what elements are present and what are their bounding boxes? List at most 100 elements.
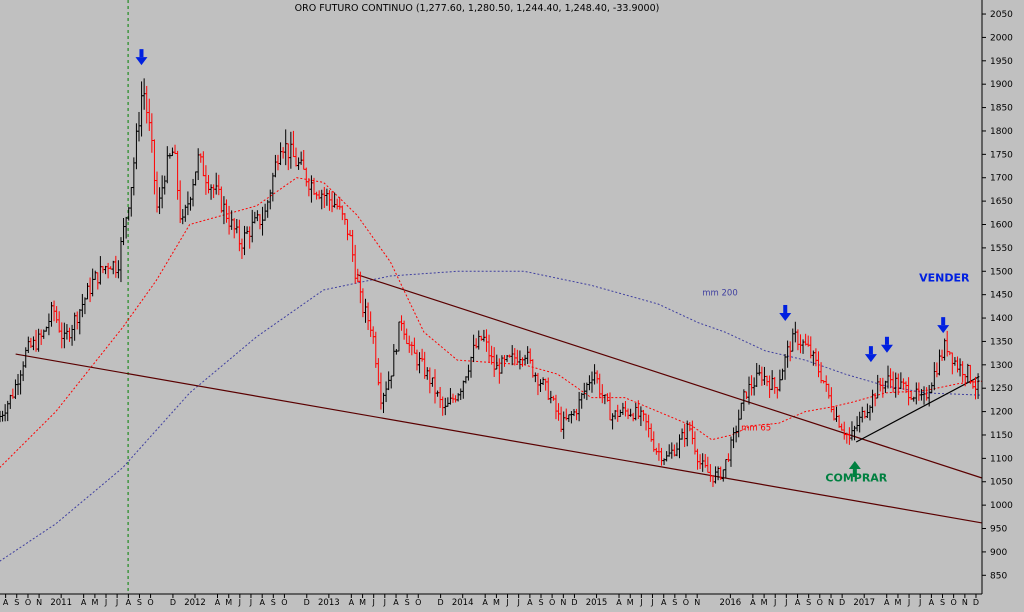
y-tick-label: 1300 — [990, 361, 1013, 371]
x-tick-label: 2013 — [318, 598, 340, 608]
down-arrow-icon — [880, 336, 893, 353]
y-tick-label: 1900 — [990, 80, 1013, 90]
x-tick-label: D — [973, 598, 979, 607]
arrow-shaft — [783, 304, 788, 313]
x-tick-label: A — [884, 598, 890, 607]
x-tick-label: S — [538, 598, 543, 607]
trendline — [855, 375, 980, 443]
x-tick-label: S — [940, 598, 945, 607]
x-tick-label: 2014 — [452, 598, 474, 608]
x-tick-label: N — [962, 598, 968, 607]
chart-title: ORO FUTURO CONTINUO (1,277.60, 1,280.50,… — [295, 3, 660, 14]
x-tick-label: A — [215, 598, 221, 607]
y-tick-label: 1350 — [990, 337, 1013, 347]
x-tick-label: D — [438, 598, 444, 607]
y-tick-label: 1700 — [990, 174, 1013, 184]
x-tick-label: M — [91, 598, 98, 607]
buy-label: COMPRAR — [825, 472, 887, 485]
x-tick-label: A — [349, 598, 355, 607]
x-tick-label: N — [560, 598, 566, 607]
arrow-head — [880, 344, 893, 353]
y-tick-label: 1550 — [990, 244, 1013, 254]
y-tick-label: 2050 — [990, 10, 1013, 20]
x-tick-label: 2011 — [50, 598, 72, 608]
y-tick-label: 1100 — [990, 454, 1013, 464]
x-tick-label: A — [393, 598, 399, 607]
x-tick-label: A — [3, 598, 9, 607]
x-tick-label: A — [527, 598, 533, 607]
y-tick-label: 1400 — [990, 314, 1013, 324]
x-tick-label: M — [359, 598, 366, 607]
x-tick-label: 2016 — [720, 598, 742, 608]
arrow-shaft — [139, 49, 144, 58]
x-tick-label: S — [405, 598, 410, 607]
x-tick-label: A — [81, 598, 87, 607]
x-tick-label: J — [639, 598, 642, 607]
x-tick-label: 2017 — [853, 598, 875, 608]
x-tick-label: J — [505, 598, 508, 607]
mm65-label: mm 65 — [741, 423, 771, 433]
arrow-head — [937, 325, 950, 334]
indicator-layer — [0, 177, 983, 562]
x-tick-label: A — [482, 598, 488, 607]
mm200-label: mm 200 — [702, 289, 738, 299]
x-tick-label: M — [627, 598, 634, 607]
annotation-layer: VENDER COMPRAR mm 65 mm 200 — [135, 49, 970, 485]
y-tick-label: 1800 — [990, 127, 1013, 137]
y-tick-label: 850 — [990, 571, 1007, 581]
y-tick-label: 1850 — [990, 104, 1013, 114]
down-arrow-icon — [864, 346, 877, 363]
sell-label: VENDER — [919, 272, 970, 285]
arrow-shaft — [941, 317, 946, 326]
y-tick-label: 1150 — [990, 431, 1013, 441]
x-tick-label: J — [104, 598, 107, 607]
y-tick-label: 1250 — [990, 384, 1013, 394]
trendline-layer — [15, 273, 983, 524]
x-tick-label: S — [271, 598, 276, 607]
x-tick-label: S — [672, 598, 677, 607]
x-tick-label: J — [918, 598, 921, 607]
x-tick-label: D — [304, 598, 310, 607]
down-arrow-icon — [779, 304, 792, 321]
x-tick-label: M — [894, 598, 901, 607]
y-tick-label: 1600 — [990, 221, 1013, 231]
down-arrow-icon — [135, 49, 148, 66]
x-tick-label: 2012 — [184, 598, 206, 608]
x-tick-label: M — [761, 598, 768, 607]
x-tick-label: D — [839, 598, 845, 607]
arrow-head — [779, 312, 792, 321]
x-tick-label: O — [25, 598, 31, 607]
y-tick-label: 900 — [990, 548, 1007, 558]
x-tick-label: J — [784, 598, 787, 607]
x-tick-label: N — [694, 598, 700, 607]
trendline — [15, 353, 983, 524]
x-tick-label: A — [126, 598, 132, 607]
y-tick-label: 1650 — [990, 197, 1013, 207]
arrow-head — [864, 354, 877, 363]
x-tick-label: N — [36, 598, 42, 607]
x-tick-label: J — [238, 598, 241, 607]
x-tick-label: J — [907, 598, 910, 607]
x-tick-label: O — [147, 598, 153, 607]
x-tick-label: D — [571, 598, 577, 607]
trendline — [356, 273, 983, 479]
x-tick-label: S — [806, 598, 811, 607]
x-tick-label: O — [549, 598, 555, 607]
x-tick-label: M — [225, 598, 232, 607]
y-tick-label: 1450 — [990, 291, 1013, 301]
arrow-shaft — [884, 336, 889, 345]
arrow-head — [848, 461, 861, 470]
x-tick-label: D — [170, 598, 176, 607]
arrow-shaft — [852, 469, 857, 478]
down-arrow-icon — [937, 317, 950, 334]
x-tick-label: O — [683, 598, 689, 607]
x-tick-label: O — [817, 598, 823, 607]
y-tick-label: 1950 — [990, 57, 1013, 67]
x-tick-label: J — [249, 598, 252, 607]
y-tick-label: 950 — [990, 525, 1007, 535]
arrow-head — [135, 57, 148, 66]
x-tick-label: J — [773, 598, 776, 607]
